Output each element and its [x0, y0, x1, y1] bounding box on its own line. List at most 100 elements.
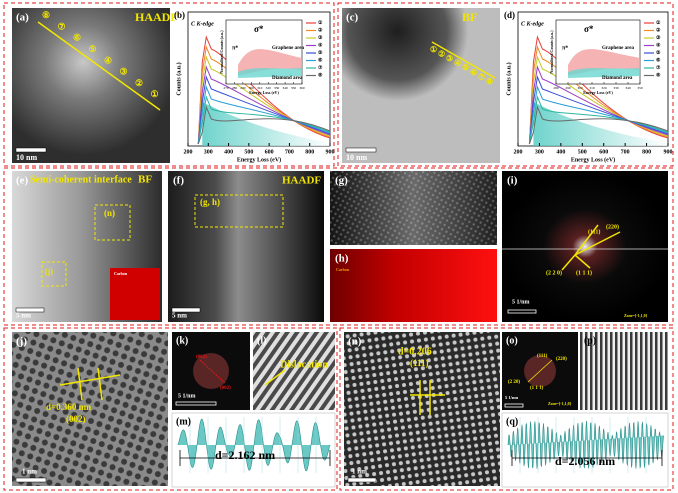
inset-x-tick-label: 350 — [291, 86, 297, 90]
legend-label: ⑤ — [656, 50, 661, 56]
label: ③ — [120, 67, 128, 77]
label: (m) — [176, 416, 191, 427]
inset-x-tick-label: 290 — [240, 86, 246, 90]
guide-line — [37, 21, 161, 111]
scale-bar — [347, 477, 377, 483]
label: 5 1/nm — [505, 395, 518, 400]
legend-label: ① — [656, 20, 661, 26]
label: (a) — [16, 12, 29, 24]
legend-label: ① — [318, 20, 323, 26]
label: Dislocation — [280, 359, 328, 370]
x-tick-label: 300 — [204, 149, 213, 155]
label: ⑤ — [89, 44, 97, 54]
inset-x-tick-label: 320 — [601, 86, 607, 90]
inset-x-tick-label: 300 — [577, 86, 583, 90]
label: (002) — [220, 386, 231, 391]
images — [12, 8, 669, 488]
label: ① — [430, 45, 437, 54]
guide-line — [199, 359, 226, 384]
label: 1 nm — [22, 468, 37, 476]
label: π* — [562, 45, 568, 51]
label: (2 2 0) — [546, 269, 562, 276]
scale-bar — [504, 403, 524, 408]
label: ③ — [446, 54, 453, 63]
profile — [177, 418, 331, 472]
spectrum-curve — [197, 65, 331, 145]
spectrum-fill — [202, 102, 330, 146]
label: Zone=[-1,1,0] — [548, 401, 572, 406]
legend-label: ⑥ — [656, 58, 661, 64]
label: d=0.206 — [398, 346, 432, 357]
inset-x-tick-label: 340 — [625, 86, 631, 90]
inset-x-tick-label: 290 — [565, 86, 571, 90]
label: (j) — [16, 336, 27, 348]
label: π* — [232, 45, 238, 51]
inset-band — [568, 68, 640, 78]
roi-box — [41, 261, 67, 287]
label: Normalized Counts (a.u.) — [219, 30, 224, 74]
scale-bar — [175, 401, 217, 406]
guide-line — [431, 41, 496, 79]
label: ⑥ — [73, 33, 81, 43]
label: Energy Loss (eV) — [583, 90, 613, 95]
inset-x-tick-label: 300 — [249, 86, 255, 90]
guide-line — [539, 359, 553, 372]
label: Graphene area — [602, 46, 634, 51]
scale-bar — [15, 477, 47, 483]
x-tick-label: 900 — [326, 149, 335, 155]
label: (e) — [16, 175, 29, 187]
legend-label: ④ — [318, 43, 323, 49]
label: (l) — [257, 335, 266, 346]
legend-label: ⑧ — [318, 73, 323, 79]
inset-x-tick-label: 310 — [589, 86, 595, 90]
guide-line — [527, 370, 541, 383]
legend-label: ③ — [656, 35, 661, 41]
label: (q) — [506, 416, 518, 427]
inset-x-tick-label: 280 — [232, 86, 238, 90]
label: 10 nm — [16, 153, 37, 162]
label: Energy Loss (eV) — [249, 90, 279, 95]
inset-x-tick-label: 350 — [637, 86, 643, 90]
label: ⑧ — [42, 10, 50, 20]
label: HAADF — [135, 10, 178, 24]
label: HAADF — [282, 175, 321, 187]
label: Carbon — [336, 267, 350, 272]
legend-label: ⑦ — [656, 65, 661, 71]
guide-line — [264, 369, 286, 386]
label: (002) — [196, 355, 207, 360]
x-tick-label: 400 — [556, 149, 565, 155]
label: Semi-coherent interface — [30, 174, 132, 185]
guide-line — [97, 367, 103, 401]
inset-x-tick-label: 360 — [299, 86, 305, 90]
label: ② — [135, 78, 143, 88]
spectrum-curve — [528, 75, 669, 145]
label: (2 20) — [508, 380, 520, 385]
scale-bar — [15, 307, 45, 313]
label: C K-edge — [521, 21, 544, 27]
legend-label: ⑤ — [318, 50, 323, 56]
inset-x-tick-label: 320 — [266, 86, 272, 90]
x-tick-label: 200 — [184, 149, 193, 155]
label: Normalized Counts (a.u.) — [549, 30, 554, 74]
spectrum-curve — [197, 105, 331, 145]
label: (f) — [173, 175, 184, 187]
x-tick-label: 500 — [578, 149, 587, 155]
label: Diamond area — [602, 76, 633, 81]
label: (g) — [335, 175, 348, 187]
scale-bar — [507, 309, 537, 314]
label: (d) — [504, 10, 515, 20]
x-tick-label: 600 — [265, 149, 274, 155]
guide-line — [77, 367, 83, 401]
legend-label: ⑦ — [318, 65, 323, 71]
x-axis-label: Energy Loss (eV) — [237, 156, 281, 163]
spectrum-curve — [528, 85, 669, 145]
label: (h) — [335, 253, 349, 265]
guide-line — [574, 224, 599, 256]
inset-x-tick-label: 270 — [223, 86, 229, 90]
x-tick-label: 200 — [514, 149, 523, 155]
inset-x-tick-label: 280 — [553, 86, 559, 90]
spectrum-curve — [197, 85, 331, 145]
label: Zone=[-1,1,0] — [624, 313, 648, 318]
legend-label: ⑧ — [656, 73, 661, 79]
